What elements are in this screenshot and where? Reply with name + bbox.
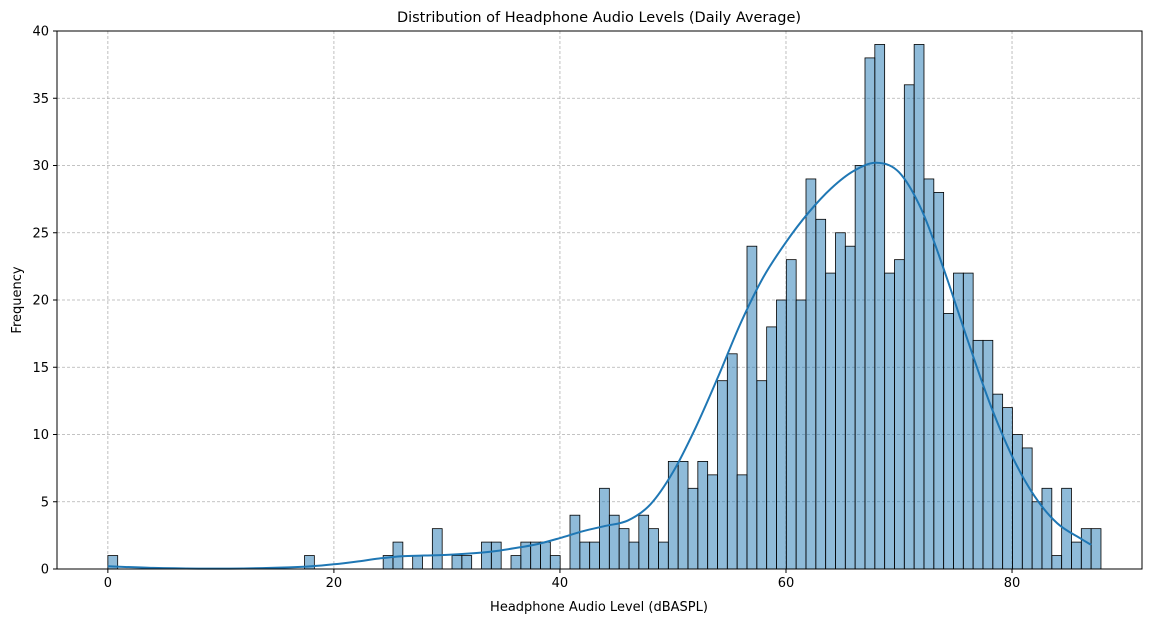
histogram-bar: [697, 460, 709, 570]
histogram-bar: [982, 339, 994, 570]
y-tick-label: 0: [41, 563, 49, 578]
histogram-bar: [726, 353, 738, 570]
histogram-bar: [805, 178, 817, 570]
histogram-bar: [431, 528, 443, 570]
histogram-bar: [746, 245, 758, 570]
histogram-bar: [677, 460, 689, 570]
histogram-bar: [1051, 555, 1063, 570]
histogram-bar: [962, 272, 974, 570]
histogram-bar: [1012, 434, 1023, 570]
histogram-bar: [1021, 447, 1033, 570]
histogram-bar: [707, 474, 718, 570]
histogram-bar: [756, 380, 768, 570]
histogram-bar: [490, 541, 502, 570]
histogram-bar: [933, 191, 945, 570]
histogram-bar: [540, 541, 551, 570]
y-tick-label: 15: [32, 361, 49, 376]
x-axis-ticks: 0 20 40 60 80: [104, 569, 1021, 591]
histogram-bar: [815, 218, 827, 570]
histogram-bar: [785, 259, 797, 570]
histogram-bar: [953, 272, 964, 570]
y-tick-label: 30: [32, 159, 49, 174]
x-tick-label: 80: [1004, 576, 1021, 591]
histogram-bar: [854, 165, 866, 570]
histogram-bar: [972, 339, 984, 570]
histogram-bar: [461, 555, 473, 570]
chart-title: Distribution of Headphone Audio Levels (…: [397, 10, 801, 26]
x-axis-label: Headphone Audio Level (dBASPL): [490, 600, 708, 615]
histogram-bar: [569, 514, 581, 570]
histogram-bar: [835, 232, 846, 570]
histogram-bar: [1090, 528, 1102, 570]
histogram-bar: [648, 528, 659, 570]
y-axis-ticks: 0 5 10 15 20 25 30 35 40: [32, 25, 57, 578]
histogram-bar: [795, 299, 807, 570]
y-tick-label: 20: [32, 294, 49, 309]
histogram-bar: [913, 44, 925, 570]
histogram-bar: [412, 555, 423, 570]
histogram-bar: [736, 474, 748, 570]
histogram-bar: [451, 555, 463, 570]
histogram-bar: [894, 259, 905, 570]
histogram-bar: [510, 555, 522, 570]
histogram-bar: [776, 299, 787, 570]
histogram-bar: [844, 245, 856, 570]
histogram-bar: [628, 541, 640, 570]
histogram-bar: [717, 380, 728, 570]
histogram-bar: [658, 541, 669, 570]
histogram-bar: [599, 487, 610, 570]
histogram-bar: [1002, 407, 1013, 570]
y-tick-label: 40: [32, 25, 49, 40]
histogram-bar: [618, 528, 630, 570]
histogram-bar: [992, 393, 1004, 570]
histogram-bar: [903, 84, 915, 570]
histogram-bar: [1071, 541, 1082, 570]
histogram-bar: [1080, 528, 1092, 570]
histogram-bar: [874, 44, 886, 570]
histogram-bar: [884, 272, 895, 570]
histogram-bar: [481, 541, 492, 570]
y-axis-label: Frequency: [10, 266, 25, 333]
histogram-bar: [687, 487, 699, 570]
histogram-bar: [549, 555, 561, 570]
x-tick-label: 40: [552, 576, 569, 591]
histogram-bar: [638, 514, 650, 570]
x-tick-label: 20: [326, 576, 343, 591]
histogram-bar: [943, 313, 954, 570]
x-tick-label: 60: [778, 576, 795, 591]
y-tick-label: 5: [41, 495, 49, 510]
y-tick-label: 10: [32, 428, 49, 443]
histogram-bar: [579, 541, 591, 570]
x-tick-label: 0: [104, 576, 112, 591]
histogram-bar: [864, 57, 876, 570]
y-tick-label: 35: [32, 92, 49, 107]
histogram-bar: [589, 541, 600, 570]
histogram-bar: [1031, 501, 1043, 570]
kde-curve: [107, 161, 1092, 570]
histogram-bars: [107, 44, 1102, 570]
y-tick-label: 25: [32, 226, 49, 241]
histogram-bar: [1041, 487, 1053, 570]
histogram-bar: [766, 326, 777, 570]
histogram-bar: [825, 272, 836, 570]
